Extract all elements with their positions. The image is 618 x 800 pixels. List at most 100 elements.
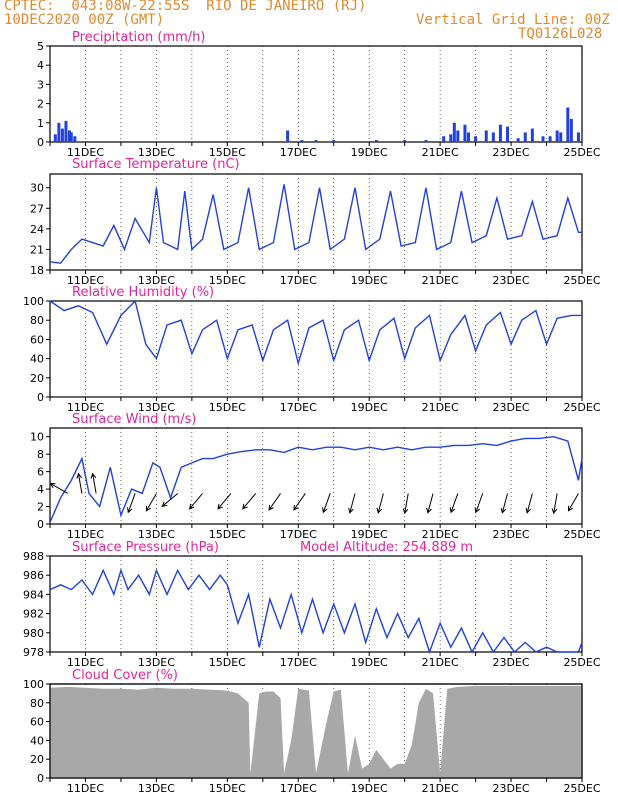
precip-bar (442, 136, 446, 142)
wind-arrow (474, 493, 484, 514)
y-tick-label: 982 (23, 608, 44, 621)
wind-arrow-shaft (92, 473, 97, 494)
x-tick-label: 15DEC (209, 656, 246, 669)
x-tick-label: 21DEC (422, 274, 459, 287)
x-tick-label: 25DEC (563, 782, 600, 795)
wind-arrow (268, 493, 281, 511)
wind-arrow-shaft (501, 493, 509, 513)
station-title: CPTEC: 043:08W-22:55S RIO DE JANEIRO (RJ… (4, 0, 367, 14)
wind-arrow-shaft (127, 493, 136, 513)
wind-arrow-head (217, 503, 223, 510)
y-tick-label: 2 (37, 501, 44, 514)
chart-annotation: Model Altitude: 254.889 m (300, 540, 473, 555)
y-tick-label: 8 (37, 448, 44, 461)
y-tick-label: 3 (37, 78, 44, 91)
chart-title: Surface Wind (m/s) (72, 412, 196, 427)
cloud-area (50, 685, 582, 778)
wind-arrow (322, 493, 331, 514)
x-tick-label: 25DEC (563, 146, 600, 159)
y-tick-label: 27 (30, 202, 44, 215)
x-tick-label: 21DEC (422, 401, 459, 414)
x-tick-label: 19DEC (351, 274, 388, 287)
y-tick-label: 80 (30, 314, 44, 327)
precip-bar (332, 140, 336, 142)
wind-arrow-shaft (404, 493, 409, 514)
series-line (49, 299, 582, 367)
precip-bar (506, 126, 510, 142)
wind-arrow (376, 493, 384, 514)
x-tick-label: 13DEC (138, 656, 175, 669)
precip-bar (64, 120, 68, 142)
wind-arrow-head (551, 508, 558, 515)
x-tick-label: 13DEC (138, 146, 175, 159)
x-tick-label: 17DEC (280, 656, 317, 669)
wind-arrow (500, 493, 509, 514)
x-tick-label: 15DEC (209, 146, 246, 159)
y-tick-label: 20 (30, 372, 44, 385)
precip-bar (60, 128, 64, 142)
x-tick-label: 11DEC (67, 656, 104, 669)
precip-bar (314, 140, 318, 142)
panel-2: 18 21 24 27 30 11DEC 13DEC 15DEC 17DEC 19DEC 21DEC… (30, 157, 601, 287)
y-tick-label: 40 (30, 353, 44, 366)
x-tick-label: 25DEC (563, 656, 600, 669)
x-tick-label: 21DEC (422, 782, 459, 795)
chart-title: Surface Pressure (hPa) (72, 540, 219, 555)
panel-6: 0 20 40 60 80 100 11DEC 13DEC 15DEC 17DEC 19DEC 21D… (23, 668, 601, 795)
x-tick-label: 23DEC (493, 782, 530, 795)
wind-arrow (402, 493, 409, 515)
wind-arrow (348, 493, 356, 514)
y-tick-label: 988 (23, 550, 44, 563)
precip-bar (523, 132, 527, 142)
wind-arrow-shaft (377, 493, 384, 513)
wind-arrow (127, 493, 136, 514)
x-tick-label: 19DEC (351, 528, 388, 541)
y-tick-label: 60 (30, 716, 44, 729)
wind-arrow-shaft (242, 493, 257, 510)
precip-bar (53, 134, 57, 142)
wind-arrow-shaft (217, 493, 232, 510)
precip-bar (566, 107, 570, 142)
precip-bar (286, 130, 290, 142)
model-code: TQ0126L028 (518, 26, 603, 42)
wind-arrow-head (500, 507, 507, 514)
x-tick-label: 13DEC (138, 782, 175, 795)
precip-bar (474, 136, 478, 142)
wind-arrow-shaft (568, 493, 579, 512)
precip-bar (559, 132, 563, 142)
series-line (49, 568, 583, 655)
wind-arrow-head (322, 507, 328, 514)
wind-arrow-shaft (450, 493, 459, 513)
wind-arrow-shaft (427, 493, 434, 513)
y-tick-label: 0 (37, 391, 44, 404)
x-tick-label: 17DEC (280, 528, 317, 541)
precip-bar (576, 132, 580, 142)
precip-bar (374, 140, 378, 142)
x-tick-label: 19DEC (351, 656, 388, 669)
y-tick-label: 10 (30, 431, 44, 444)
wind-arrow (90, 472, 97, 494)
plot-frame-top (49, 683, 583, 779)
plot-frame (49, 45, 583, 143)
x-tick-label: 25DEC (563, 274, 600, 287)
wind-arrow-head (161, 501, 168, 507)
x-tick-label: 15DEC (209, 528, 246, 541)
wind-arrow-head (474, 507, 480, 514)
wind-arrow-shaft (268, 493, 281, 511)
wind-arrow-head (145, 505, 151, 512)
run-date: 10DEC2020 00Z (GMT) (4, 12, 165, 28)
x-tick-label: 23DEC (493, 401, 530, 414)
wind-arrow-head (402, 508, 409, 515)
plot-frame (49, 300, 583, 398)
x-tick-label: 21DEC (422, 146, 459, 159)
y-tick-label: 30 (30, 182, 44, 195)
precip-bar (73, 136, 77, 142)
wind-arrow-shaft (50, 483, 68, 494)
x-tick-label: 23DEC (493, 656, 530, 669)
y-tick-label: 980 (23, 627, 44, 640)
wind-arrow (76, 472, 83, 494)
x-tick-label: 19DEC (351, 146, 388, 159)
x-tick-label: 13DEC (138, 528, 175, 541)
precip-bar (498, 124, 502, 142)
